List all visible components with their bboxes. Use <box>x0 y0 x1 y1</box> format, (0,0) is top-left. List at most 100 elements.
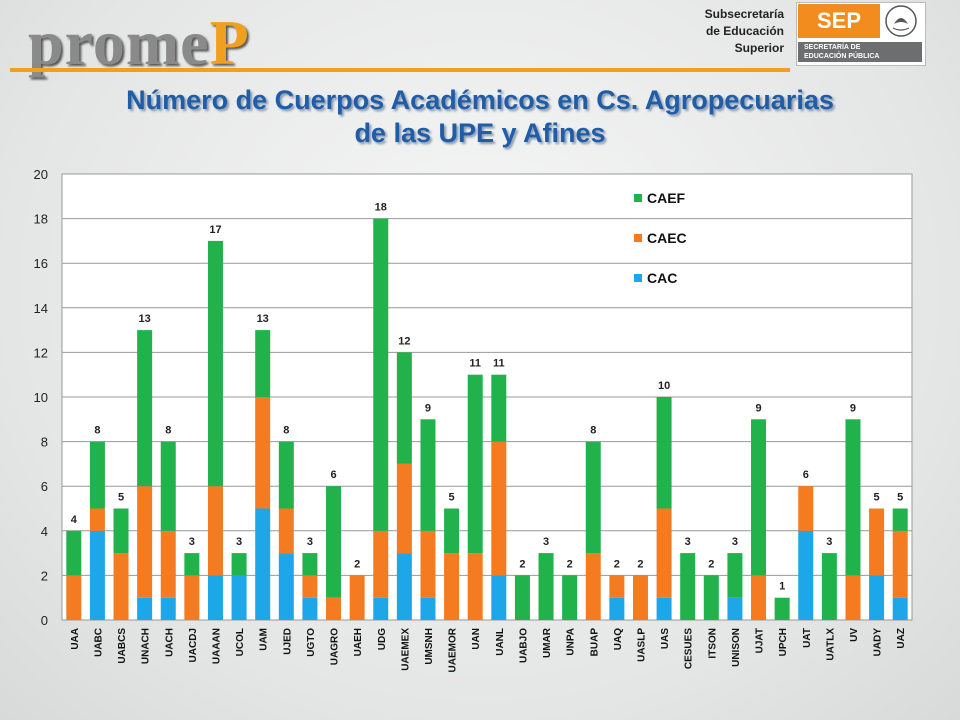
data-label: 3 <box>189 536 195 548</box>
y-tick-label: 10 <box>34 390 48 405</box>
x-tick-label: UADY <box>873 628 884 657</box>
bar-segment-caec <box>656 508 672 598</box>
bar-segment-caec <box>609 575 625 598</box>
bar-segment-caec <box>585 553 601 620</box>
data-label: 2 <box>708 558 714 570</box>
bar-segment-caec <box>869 508 885 576</box>
x-tick-label: UMSNH <box>424 628 435 665</box>
x-tick-label: UABCS <box>117 628 128 664</box>
x-tick-label: UATLX <box>825 628 836 661</box>
data-label: 13 <box>139 313 151 325</box>
bar-segment-caef <box>751 419 767 576</box>
x-tick-label: UANL <box>495 628 506 656</box>
bar-segment-caec <box>845 575 861 620</box>
x-tick-label: UACH <box>164 628 175 657</box>
bar-segment-caef <box>703 575 719 620</box>
legend-swatch <box>634 194 642 202</box>
x-tick-label: UV <box>849 628 860 642</box>
bar-segment-caef <box>444 508 460 554</box>
bar-segment-caef <box>113 508 129 554</box>
data-label: 9 <box>755 402 761 414</box>
bar-segment-cac <box>609 597 625 620</box>
x-tick-label: UPCH <box>778 628 789 656</box>
bar-segment-caef <box>396 352 412 464</box>
data-label: 3 <box>732 536 738 548</box>
y-tick-label: 6 <box>41 479 48 494</box>
y-tick-label: 2 <box>41 568 48 583</box>
bar-segment-caef <box>160 441 176 531</box>
x-tick-label: UAEMOR <box>448 627 459 672</box>
bar-segment-cac <box>231 575 247 620</box>
bar-segment-caef <box>774 597 790 620</box>
data-label: 13 <box>257 313 269 325</box>
x-tick-label: UAS <box>660 628 671 649</box>
data-label: 3 <box>543 536 549 548</box>
data-label: 12 <box>398 335 410 347</box>
data-label: 8 <box>94 425 100 437</box>
x-tick-label: UAAAN <box>211 628 222 664</box>
legend-swatch <box>634 234 642 242</box>
x-tick-label: UDG <box>377 628 388 650</box>
bar-segment-caec <box>160 530 176 598</box>
bar-segment-caec <box>349 575 365 620</box>
bar-segment-caec <box>278 508 294 554</box>
x-tick-label: UAQ <box>613 628 624 650</box>
data-label: 1 <box>779 581 785 593</box>
x-tick-label: UJAT <box>755 628 766 653</box>
data-label: 6 <box>330 469 336 481</box>
y-tick-label: 8 <box>41 435 48 450</box>
data-label: 6 <box>803 469 809 481</box>
x-tick-label: UNISON <box>731 628 742 667</box>
x-tick-label: UAA <box>70 628 81 650</box>
bar-segment-caec <box>326 597 342 620</box>
data-label: 3 <box>307 536 313 548</box>
data-label: 2 <box>519 558 525 570</box>
data-label: 10 <box>658 380 670 392</box>
bar-segment-cac <box>420 597 436 620</box>
x-tick-label: UCOL <box>235 628 246 656</box>
bar-segment-cac <box>656 597 672 620</box>
bar-segment-caef <box>467 374 483 554</box>
bar-segment-caec <box>798 486 814 531</box>
data-label: 18 <box>375 202 387 214</box>
bar-segment-caec <box>373 530 389 598</box>
data-label: 9 <box>425 402 431 414</box>
bar-segment-cac <box>396 553 412 620</box>
subsecretaria-label: Subsecretaría de Educación Superior <box>704 7 784 55</box>
data-label: 11 <box>493 358 505 370</box>
x-tick-label: UABC <box>93 628 104 657</box>
bar-segment-caef <box>89 441 105 509</box>
bar-segment-caec <box>892 530 908 598</box>
bar-segment-caec <box>632 575 648 620</box>
y-tick-label: 12 <box>34 345 48 360</box>
bar-segment-caec <box>207 486 223 576</box>
data-label: 8 <box>283 425 289 437</box>
bar-segment-caec <box>66 575 82 620</box>
bar-segment-caec <box>137 486 153 598</box>
y-tick-label: 4 <box>41 524 48 539</box>
y-tick-label: 0 <box>41 613 48 628</box>
legend-label: CAEF <box>647 190 686 206</box>
bar-segment-caec <box>89 508 105 531</box>
chart-title: Número de Cuerpos Académicos en Cs. Agro… <box>126 85 834 148</box>
y-tick-label: 18 <box>34 212 48 227</box>
x-tick-label: UASLP <box>636 628 647 662</box>
legend-label: CAC <box>647 270 677 286</box>
x-tick-label: UAEH <box>353 628 364 656</box>
x-tick-label: UMAR <box>542 627 553 658</box>
bar-segment-caef <box>562 575 578 620</box>
x-tick-label: UAGRO <box>330 628 341 665</box>
bar-segment-caef <box>302 553 318 576</box>
data-label: 3 <box>236 536 242 548</box>
data-label: 2 <box>614 558 620 570</box>
x-tick-label: UABJO <box>518 628 529 663</box>
bar-segment-cac <box>373 597 389 620</box>
data-label: 5 <box>118 492 124 504</box>
bar-segment-caec <box>396 463 412 554</box>
x-tick-label: UAT <box>802 628 813 648</box>
data-label: 5 <box>874 492 880 504</box>
bar-segment-caef <box>538 553 554 620</box>
y-tick-label: 20 <box>34 167 48 182</box>
bar-segment-caef <box>207 240 223 487</box>
